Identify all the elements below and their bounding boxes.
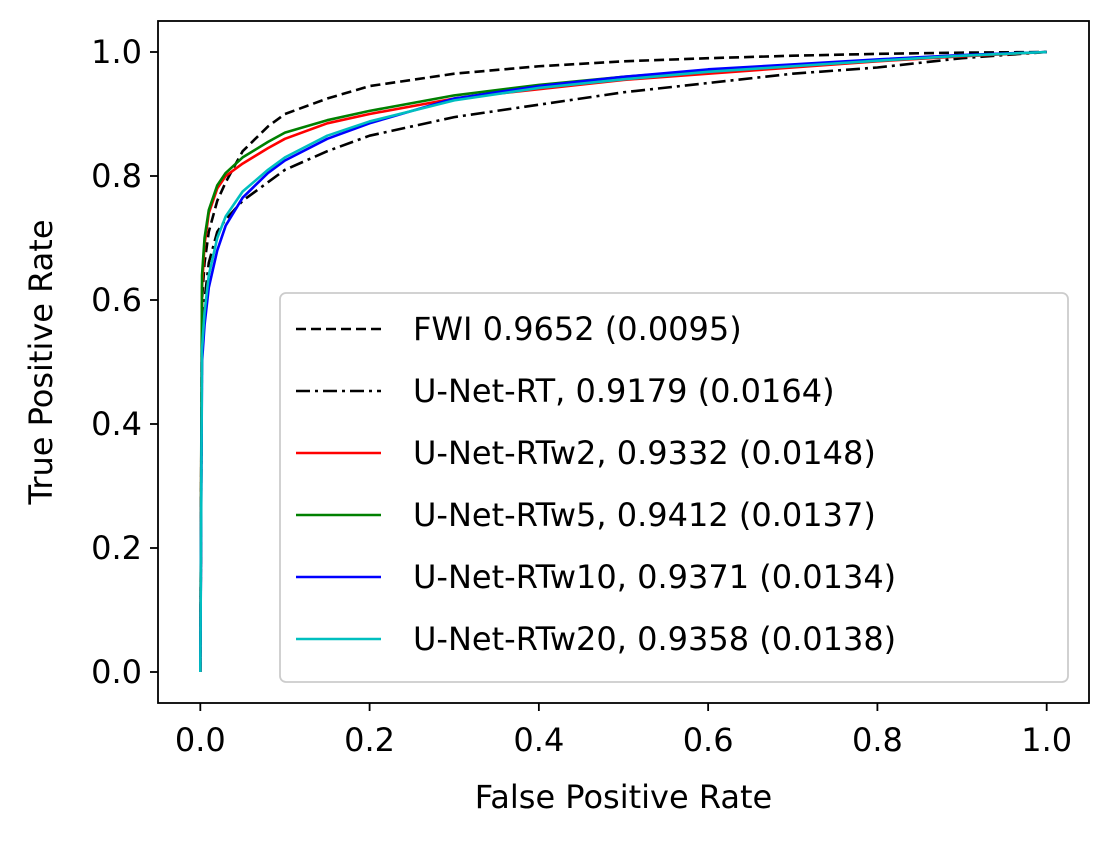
plot-area-frame: [157, 20, 1090, 704]
legend-label-5: U-Net-RTw20, 0.9358 (0.0138): [413, 620, 896, 658]
y-tick-label-5: 1.0: [91, 33, 142, 71]
series-line-4: [199, 50, 1047, 673]
series-line-0: [199, 50, 1047, 673]
y-tick-label-2: 0.4: [91, 405, 142, 443]
series-line-1: [199, 50, 1047, 673]
x-tick-label-5: 1.0: [1021, 721, 1072, 759]
legend-label-4: U-Net-RTw10, 0.9371 (0.0134): [413, 558, 896, 596]
x-tick-label-2: 0.4: [513, 721, 564, 759]
x-axis-label: False Positive Rate: [475, 778, 772, 816]
y-tick-label-1: 0.2: [91, 529, 142, 567]
x-axis-ticks: 0.0 0.2 0.4 0.6 0.8 1.0: [175, 703, 1072, 759]
y-axis-ticks: 0.0 0.2 0.4 0.6 0.8 1.0: [91, 33, 158, 691]
legend-label-1: U-Net-RT, 0.9179 (0.0164): [413, 372, 835, 410]
legend-label-0: FWI 0.9652 (0.0095): [413, 310, 742, 348]
legend: FWI 0.9652 (0.0095) U-Net-RT, 0.9179 (0.0…: [279, 292, 1069, 683]
x-tick-label-1: 0.2: [344, 721, 395, 759]
legend-label-3: U-Net-RTw5, 0.9412 (0.0137): [413, 496, 876, 534]
legend-label-2: U-Net-RTw2, 0.9332 (0.0148): [413, 434, 876, 472]
series-line-5: [199, 50, 1047, 673]
legend-frame: [279, 292, 1069, 683]
y-tick-label-0: 0.0: [91, 653, 142, 691]
x-tick-label-3: 0.6: [683, 721, 734, 759]
x-tick-label-0: 0.0: [175, 721, 226, 759]
y-tick-label-4: 0.8: [91, 157, 142, 195]
y-tick-label-3: 0.6: [91, 281, 142, 319]
curves-layer: [199, 50, 1047, 673]
y-axis-label: True Positive Rate: [22, 219, 60, 505]
x-tick-label-4: 0.8: [852, 721, 903, 759]
